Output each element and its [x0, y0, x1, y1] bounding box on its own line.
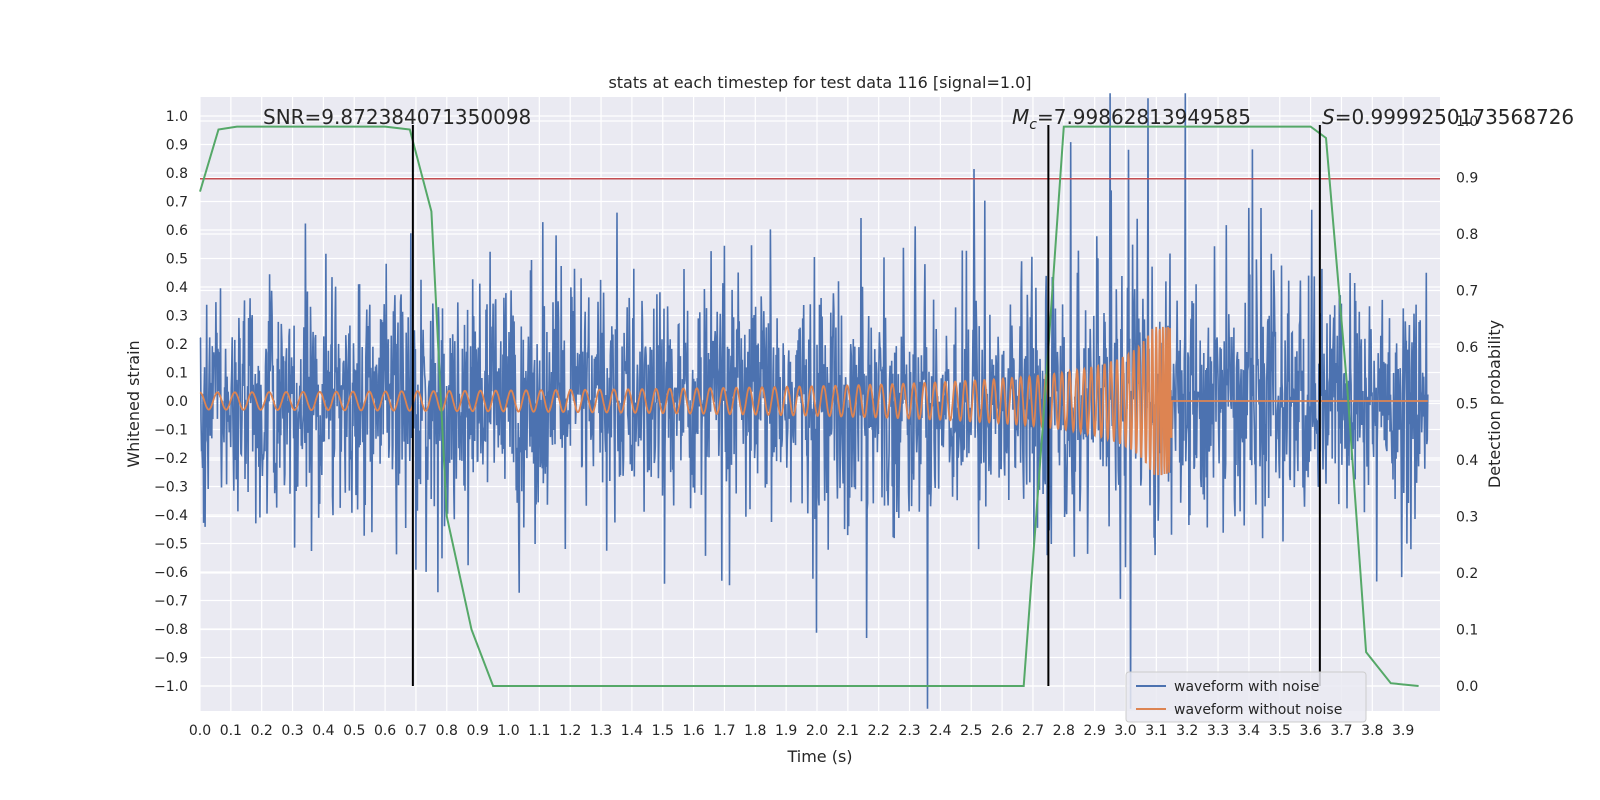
x-tick-label: 3.8 — [1361, 723, 1383, 739]
x-tick-label: 0.6 — [374, 723, 396, 739]
x-tick-label: 0.5 — [343, 723, 365, 739]
x-tick-label: 2.1 — [837, 723, 859, 739]
y-tick-label: 0.6 — [166, 223, 188, 239]
y-tick-label: 0.0 — [166, 394, 188, 410]
right-y-tick-label: 0.2 — [1456, 566, 1478, 582]
x-tick-label: 3.4 — [1238, 723, 1260, 739]
y-tick-label: 0.5 — [166, 252, 188, 268]
x-tick-label: 2.8 — [1053, 723, 1075, 739]
x-tick-label: 3.5 — [1269, 723, 1291, 739]
y-tick-label: −1.0 — [154, 679, 188, 695]
y-tick-label: −0.9 — [154, 651, 188, 667]
y-axis-label: Whitened strain — [124, 340, 143, 467]
y-tick-label: 0.2 — [166, 337, 188, 353]
series-detection-probability — [199, 125, 1419, 687]
right-y-tick-label: 0.1 — [1456, 623, 1478, 639]
right-y-tick-label: 0.7 — [1456, 284, 1478, 300]
y-tick-label: −0.5 — [154, 537, 188, 553]
y-tick-label: −0.4 — [154, 508, 188, 524]
x-tick-label: 1.6 — [682, 723, 704, 739]
x-tick-label: 0.2 — [251, 723, 273, 739]
right-y-axis-label: Detection probability — [1485, 320, 1504, 488]
x-tick-label: 3.0 — [1114, 723, 1136, 739]
x-tick-label: 0.3 — [281, 723, 303, 739]
x-tick-label: 2.2 — [868, 723, 890, 739]
y-tick-label: −0.7 — [154, 594, 188, 610]
y-tick-label: −0.2 — [154, 451, 188, 467]
legend-box — [1125, 671, 1367, 723]
right-y-tick-label: 0.0 — [1456, 679, 1478, 695]
y-tick-label: 1.0 — [166, 109, 188, 125]
y-tick-label: −0.6 — [154, 565, 188, 581]
vertical-markers — [411, 125, 1321, 686]
x-tick-label: 0.7 — [405, 723, 427, 739]
line-detection-probability — [199, 125, 1419, 687]
y-tick-label: 0.4 — [166, 280, 188, 296]
x-tick-label: 1.5 — [652, 723, 674, 739]
x-tick-label: 2.6 — [991, 723, 1013, 739]
x-tick-label: 2.0 — [806, 723, 828, 739]
x-tick-label: 1.2 — [559, 723, 581, 739]
x-axis-label: Time (s) — [786, 747, 852, 766]
x-tick-label: 3.6 — [1299, 723, 1321, 739]
x-tick-label: 3.2 — [1176, 723, 1198, 739]
right-y-tick-labels: 1.0 0.9 0.8 0.7 0.6 0.5 0.4 0.3 0.2 0.1 0.0 — [1456, 114, 1478, 695]
y-tick-label: 0.3 — [166, 309, 188, 325]
x-tick-label: 1.9 — [775, 723, 797, 739]
right-y-tick-label: 0.9 — [1456, 171, 1478, 187]
annotation-chirp-mass: Mc=7.99862813949585 — [1012, 105, 1251, 133]
x-tick-label: 1.3 — [590, 723, 612, 739]
chart-title: stats at each timestep for test data 116… — [608, 73, 1031, 92]
y-tick-label: −0.3 — [154, 480, 188, 496]
x-tick-label: 3.1 — [1145, 723, 1167, 739]
x-tick-label: 1.8 — [744, 723, 766, 739]
y-tick-label: 0.9 — [166, 138, 188, 154]
x-tick-label: 2.7 — [1022, 723, 1044, 739]
right-y-tick-label: 0.6 — [1456, 340, 1478, 356]
right-y-tick-label: 0.5 — [1456, 397, 1478, 413]
legend: waveform with noise waveform without noi… — [1125, 671, 1367, 723]
line-waveform-without-noise — [199, 326, 1428, 476]
y-tick-label: −0.8 — [154, 622, 188, 638]
x-tick-label: 1.7 — [713, 723, 735, 739]
right-y-tick-label: 0.8 — [1456, 227, 1478, 243]
x-tick-label: 0.1 — [220, 723, 242, 739]
right-y-tick-label: 1.0 — [1456, 114, 1478, 130]
x-tick-label: 0.9 — [467, 723, 489, 739]
x-tick-label: 0.4 — [312, 723, 334, 739]
y-tick-label: 0.8 — [166, 166, 188, 182]
x-tick-label: 2.3 — [898, 723, 920, 739]
annotations: SNR=9.872384071350098 Mc=7.9986281394958… — [263, 105, 1574, 133]
series-waveform-without-noise — [199, 326, 1428, 476]
x-tick-labels: 0.0 0.1 0.2 0.3 0.4 0.5 0.6 0.7 0.8 0.9 1.0 1.1 1.2 1… — [189, 723, 1414, 739]
x-tick-label: 0.8 — [436, 723, 458, 739]
x-tick-label: 1.0 — [497, 723, 519, 739]
x-tick-label: 2.5 — [960, 723, 982, 739]
right-y-tick-label: 0.3 — [1456, 510, 1478, 526]
annotation-s: S=0.9999250173568726 — [1322, 105, 1574, 129]
x-tick-label: 1.1 — [528, 723, 550, 739]
x-tick-label: 2.4 — [929, 723, 951, 739]
y-tick-label: −0.1 — [154, 423, 188, 439]
y-tick-label: 0.1 — [166, 366, 188, 382]
x-tick-label: 3.7 — [1330, 723, 1352, 739]
legend-label-noise: waveform with noise — [1174, 679, 1319, 695]
legend-label-clean: waveform without noise — [1174, 702, 1342, 718]
y-tick-labels: 1.0 0.9 0.8 0.7 0.6 0.5 0.4 0.3 0.2 0.1 0.0 −0.1 −0.… — [154, 109, 188, 695]
y-tick-label: 0.7 — [166, 195, 188, 211]
annotation-snr: SNR=9.872384071350098 — [263, 105, 531, 129]
grid-lines — [199, 97, 1440, 711]
x-tick-label: 3.9 — [1392, 723, 1414, 739]
right-y-tick-label: 0.4 — [1456, 453, 1478, 469]
x-tick-label: 3.3 — [1207, 723, 1229, 739]
x-tick-label: 0.0 — [189, 723, 211, 739]
x-tick-label: 2.9 — [1084, 723, 1106, 739]
x-tick-label: 1.4 — [621, 723, 643, 739]
